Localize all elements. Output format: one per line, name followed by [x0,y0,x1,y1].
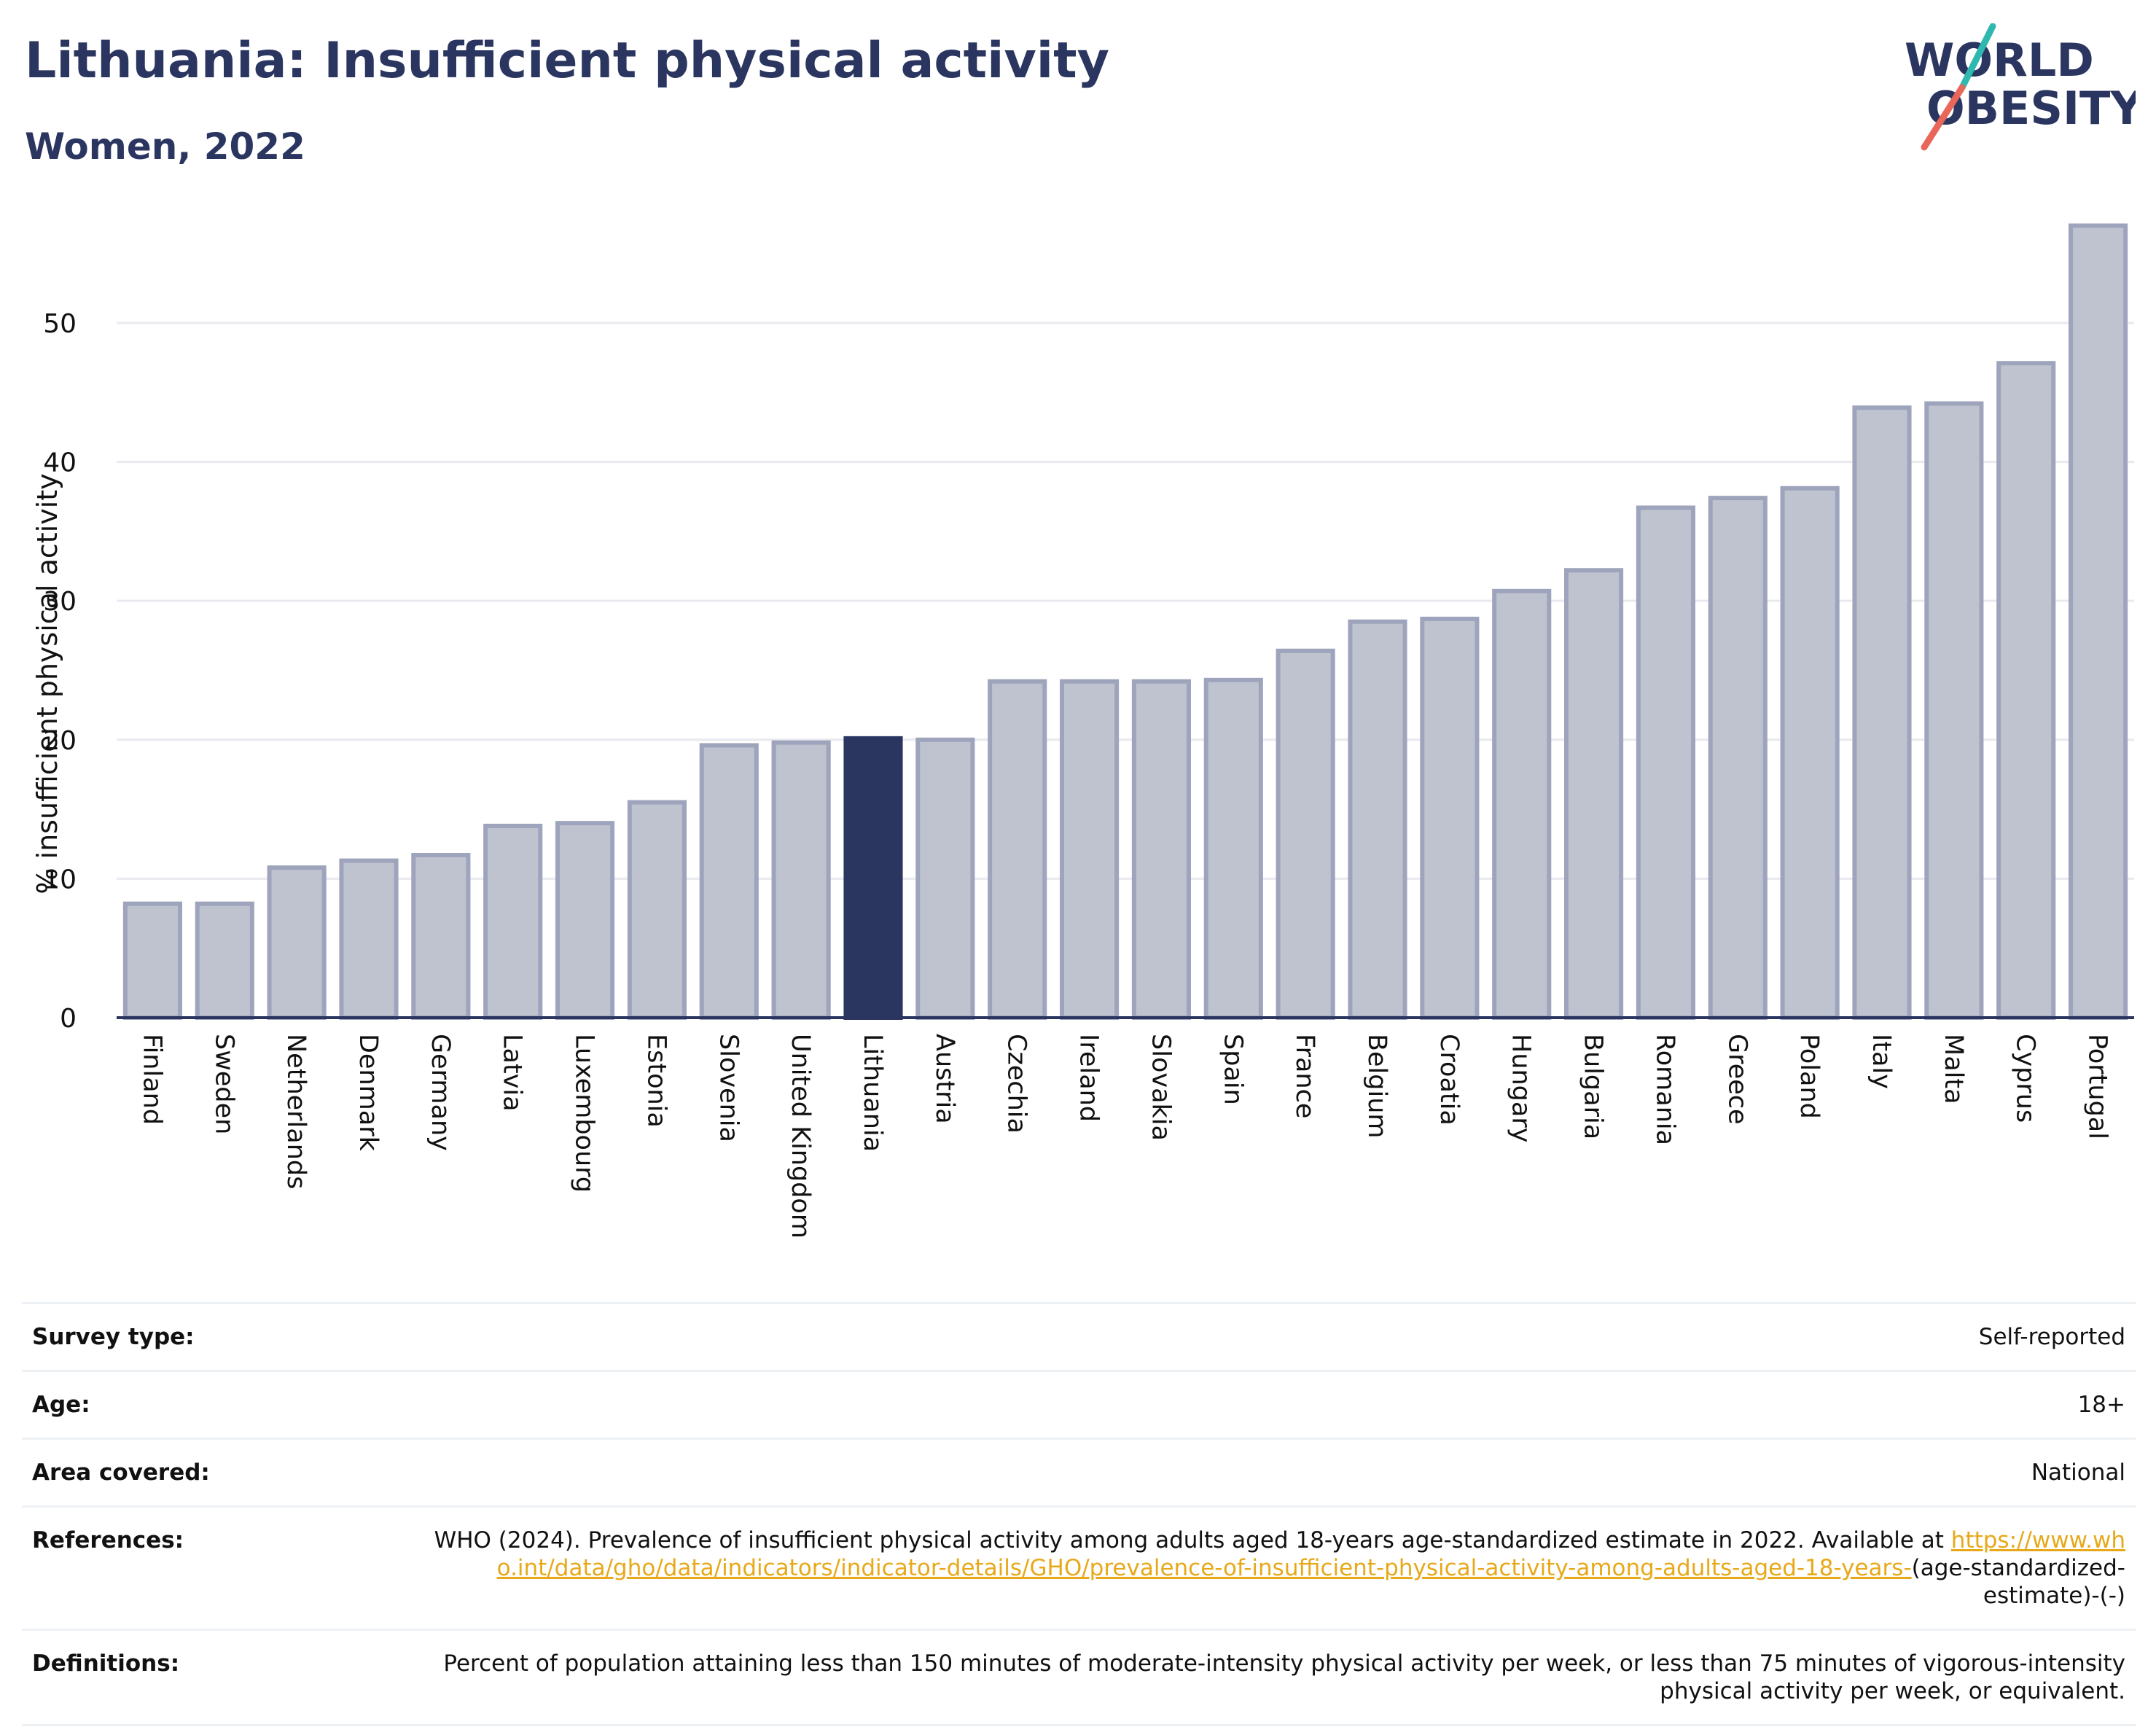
x-tick-label: Lithuania [858,1034,887,1152]
x-tick-label: Germany [426,1034,455,1151]
x-tick-label: Sweden [209,1034,238,1134]
area-covered-label: Area covered: [22,1438,407,1508]
logo-line-world: WORLD [1905,34,2094,87]
bar-sweden [195,901,254,1020]
x-tick-label: Estonia [641,1034,671,1128]
bar-malta [1924,401,1984,1020]
logo-slash-coral [1921,84,1966,151]
references-row: References: WHO (2024). Prevalence of in… [22,1505,2136,1631]
definitions-row: Definitions: Percent of population attai… [22,1629,2136,1726]
area-covered-value: National [407,1438,2136,1508]
x-tick-label: Czechia [1002,1034,1031,1134]
bar-hungary [1492,588,1552,1020]
x-tick-label: Greece [1722,1034,1751,1125]
x-tick-label: Slovakia [1146,1034,1175,1141]
world-obesity-logo: WORLD OBESITY [1905,23,2136,151]
bar-slovenia [699,743,759,1021]
bar-cyprus [1996,361,2056,1020]
bar-romania [1636,505,1695,1021]
y-tick-label: 10 [43,865,77,894]
x-tick-label: Luxembourg [570,1034,599,1193]
bar-bulgaria [1564,568,1624,1020]
bar-france [1276,648,1335,1020]
reference-link[interactable]: https://www.who.int/data/gho/data/indica… [496,1527,2125,1581]
y-tick-label: 30 [43,587,77,617]
y-tick-label: 20 [43,726,77,756]
logo-slash-teal [1958,23,1996,91]
age-value: 18+ [407,1370,2136,1440]
x-tick-label: Latvia [498,1034,527,1112]
x-tick-label: Cyprus [2011,1034,2040,1123]
x-tick-label: Ireland [1074,1034,1104,1122]
x-tick-label: Croatia [1434,1034,1464,1126]
metadata-table: Survey type: Self-reported Age: 18+ Area… [22,1302,2136,1726]
survey-type-label: Survey type: [22,1302,407,1372]
x-tick-label: Austria [930,1034,959,1124]
bar-estonia [627,800,687,1020]
references-text: WHO (2024). Prevalence of insufficient p… [434,1527,1944,1553]
bar-greece [1708,496,1768,1020]
bar-denmark [339,858,399,1021]
x-tick-label: Denmark [354,1034,383,1152]
bar-italy [1852,405,1912,1020]
y-axis-label: % insufficient physical activity [31,473,63,894]
bar-chart: 0 10 20 30 40 50 Finland Sweden Netherlands Denm… [31,223,2134,1239]
definitions-label: Definitions: [22,1629,407,1726]
survey-type-row: Survey type: Self-reported [22,1302,2136,1372]
x-tick-label: Hungary [1507,1034,1536,1142]
bar-finland [122,901,182,1020]
x-tick-label: Malta [1939,1034,1968,1104]
x-tick-label: Romania [1650,1034,1679,1145]
x-tick-label: Portugal [2083,1034,2112,1139]
x-axis-labels: Finland Sweden Netherlands Denmark Germany La… [137,1034,2112,1239]
definitions-value: Percent of population attaining less tha… [407,1629,2136,1726]
x-tick-label: Finland [137,1034,166,1125]
bar-poland [1780,486,1840,1020]
x-tick-label: Spain [1218,1034,1247,1105]
x-tick-label: Italy [1867,1034,1896,1089]
bar-germany [411,852,471,1021]
bar-united-kingdom [771,740,831,1020]
bar-croatia [1420,616,1480,1020]
age-row: Age: 18+ [22,1370,2136,1440]
y-tick-label: 0 [60,1004,77,1034]
bar-czechia [988,679,1047,1020]
bar-ireland [1060,679,1120,1020]
bar-austria [915,737,975,1020]
chart-title: Lithuania: Insufficient physical activit… [25,32,1109,90]
survey-type-value: Self-reported [407,1302,2136,1372]
bar-belgium [1348,619,1407,1020]
chart-subtitle: Women, 2022 [25,125,305,168]
bar-portugal [2069,223,2128,1021]
bar-luxembourg [555,821,615,1020]
bar-latvia [483,823,543,1021]
age-label: Age: [22,1370,407,1440]
x-tick-label: United Kingdom [786,1034,815,1239]
x-tick-label: Bulgaria [1579,1034,1608,1139]
x-tick-label: Netherlands [281,1034,310,1189]
references-suffix: (age-standardized-estimate)-(-) [1911,1555,2125,1609]
x-tick-label: Slovenia [714,1034,743,1142]
bar-lithuania [843,736,903,1020]
x-tick-label: Poland [1794,1034,1824,1119]
area-covered-row: Area covered: National [22,1438,2136,1508]
references-value: WHO (2024). Prevalence of insufficient p… [407,1505,2136,1631]
bars [122,223,2128,1021]
x-tick-label: France [1290,1034,1319,1118]
y-axis-ticks: 0 10 20 30 40 50 [43,309,77,1034]
y-tick-label: 40 [43,448,77,478]
bar-spain [1203,677,1263,1020]
bar-slovakia [1131,679,1191,1020]
x-tick-label: Belgium [1362,1034,1391,1139]
references-label: References: [22,1505,407,1631]
bar-netherlands [267,865,327,1020]
y-tick-label: 50 [43,309,77,339]
